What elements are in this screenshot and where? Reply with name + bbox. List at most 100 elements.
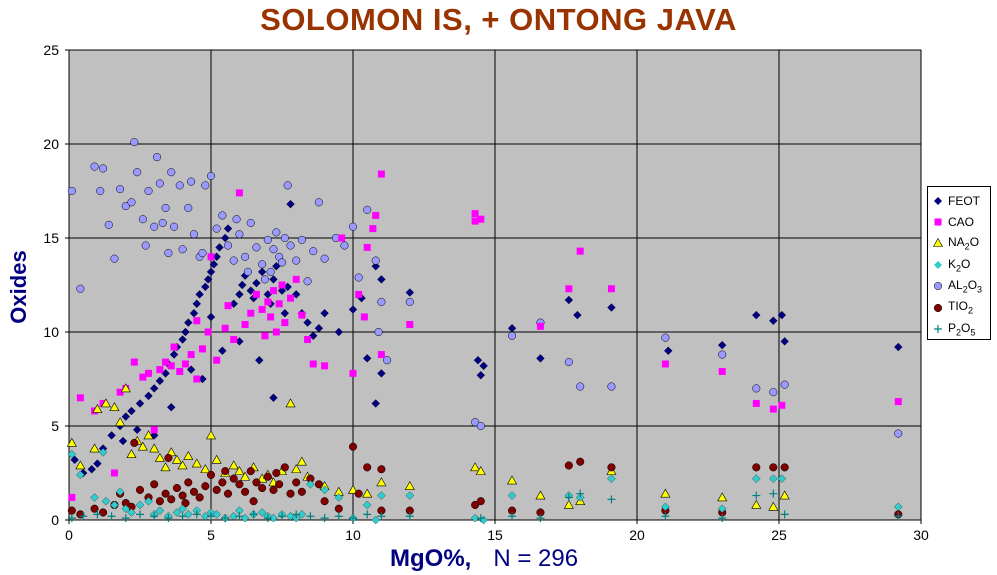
cao-point [167,362,175,370]
cao-point [156,366,164,374]
al2o3-point [218,211,227,220]
cao-point [304,336,312,344]
na2o-point [507,475,518,485]
al2o3-point [309,247,318,256]
na2o-point [768,501,779,511]
cao-point [68,493,76,501]
cao-point [349,369,357,377]
k2o-point [110,500,119,510]
al2o3-point [607,382,616,391]
feot-point [169,350,179,359]
legend-label-part: 2 [956,327,962,338]
al2o3-point [104,220,113,229]
y-axis-title: Oxides [6,250,31,324]
x-tick-label: 20 [629,527,645,543]
k2o-point [371,515,380,525]
al2o3-point [354,273,363,282]
tio2-point [272,468,281,478]
feot-point [777,310,787,320]
feot-point [209,260,219,269]
al2o3-point [235,230,244,239]
na2o-point [296,456,307,466]
k2o-point [115,487,125,497]
cao-point [193,317,201,325]
cao-point [150,426,158,434]
k2o-point [172,508,182,517]
feot-point [280,308,290,318]
al2o3-point [90,162,99,171]
k2o-point [306,480,315,489]
na2o-point [183,450,194,460]
legend-label-cao: CAO [948,215,974,229]
feot-point [235,290,244,299]
al2o3-point [320,254,329,263]
tio2-point [67,506,76,515]
al2o3-point [780,380,789,389]
legend-label-part: CAO [948,215,975,230]
tio2-point [258,483,267,493]
legend-label-part: AL [948,278,963,293]
p2o5-point [476,514,485,523]
feot-point [201,282,210,292]
feot-point [121,412,131,421]
cao-point [292,275,300,283]
legend-label-part: 3 [977,284,983,295]
k2o-point [894,502,903,512]
al2o3-point [476,421,485,431]
sample-count-label: N = 296 [493,545,579,572]
feot-point [371,261,380,271]
cao-point [241,320,249,328]
tio2-point [607,463,616,472]
tio2-point [471,500,480,510]
legend-label-part: 2 [964,241,970,252]
cao-point [471,210,479,218]
y-tick-label: 15 [43,230,59,246]
tio2-point [135,485,145,494]
feot-point [203,275,213,284]
legend-marker-tio2 [933,303,943,312]
k2o-point [121,504,131,513]
feot-point [377,369,386,378]
tio2-point [172,483,181,493]
k2o-point [661,502,670,512]
feot-point [277,286,287,295]
cao-point [661,360,669,368]
feot-point [405,288,415,297]
feot-point [894,342,903,352]
legend-item-tio2: TIO2 [932,297,990,318]
feot-point [167,402,176,412]
feot-point [220,233,230,243]
cao-point [338,234,346,242]
feot-point [70,455,79,465]
tio2-point [206,470,216,479]
k2o-point [607,474,616,483]
legend-label-part: 2 [968,305,974,316]
cao-point [275,300,283,308]
al2o3-point [507,331,517,340]
k2o-point [257,508,267,517]
tio2-point [249,497,258,506]
al2o3-point [371,256,380,265]
cao-point [224,302,232,310]
cao-point [204,328,212,336]
al2o3-point [348,222,358,231]
p2o5-point [107,512,116,521]
cao-point [207,253,215,261]
p2o5-point [320,514,329,523]
feot-point [309,331,318,340]
na2o-point [92,403,103,413]
legend-label-part: 5 [970,327,976,338]
p2o5-point [235,512,244,521]
k2o-point [377,491,386,500]
feot-point [780,337,789,346]
cao-point [258,305,266,313]
legend-marker-shape [934,196,942,205]
al2o3-point [229,256,238,265]
al2o3-point [258,260,267,269]
feot-point [149,384,159,393]
al2o3-point [266,267,275,276]
cao-point [261,332,269,340]
tio2-point [752,463,761,472]
k2o-point [297,510,307,519]
